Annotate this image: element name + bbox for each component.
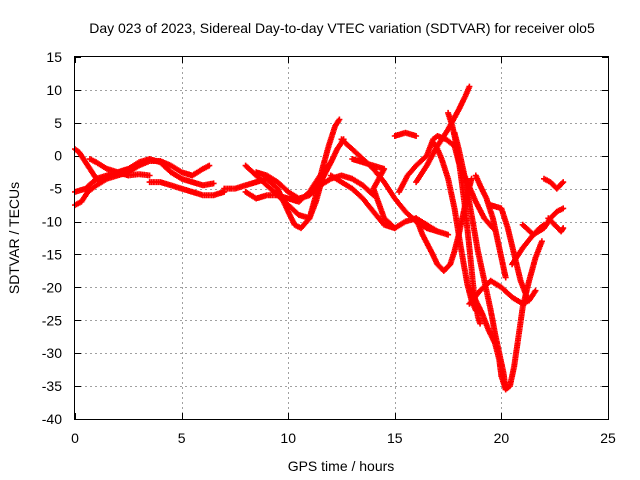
y-tick-label: -15 bbox=[42, 246, 62, 262]
series-track-14 bbox=[391, 129, 420, 139]
data-point-plus bbox=[538, 238, 545, 245]
x-axis-label: GPS time / hours bbox=[288, 458, 395, 474]
series-track-26 bbox=[509, 221, 547, 268]
x-tick-label: 25 bbox=[600, 430, 616, 446]
series-track-19 bbox=[451, 129, 509, 393]
series-track-21 bbox=[466, 284, 505, 380]
x-tick-label: 15 bbox=[387, 430, 403, 446]
grid bbox=[75, 57, 608, 419]
data-point-plus bbox=[466, 83, 473, 90]
y-tick-label: -30 bbox=[42, 345, 62, 361]
x-tick-label: 5 bbox=[178, 430, 186, 446]
series-track-28 bbox=[545, 215, 567, 235]
data-point-plus bbox=[560, 179, 567, 186]
plot-frame bbox=[74, 56, 609, 420]
data-point-plus bbox=[524, 294, 530, 301]
series-track-12 bbox=[349, 156, 398, 232]
data-point-plus bbox=[502, 274, 509, 281]
y-tick-label: -25 bbox=[42, 312, 62, 328]
series-track-3 bbox=[72, 146, 104, 186]
data-point-plus bbox=[97, 179, 104, 186]
data-point-plus bbox=[391, 225, 398, 232]
data-point-plus bbox=[434, 228, 441, 235]
data-point-plus bbox=[559, 180, 566, 187]
y-tick-label: -5 bbox=[50, 181, 63, 197]
x-tick-label: 0 bbox=[71, 430, 79, 446]
data-point-plus bbox=[477, 320, 484, 327]
data-point-plus bbox=[532, 287, 539, 294]
series-track-5 bbox=[146, 179, 228, 199]
y-tick-label: 5 bbox=[54, 115, 62, 131]
data-point-plus bbox=[445, 231, 452, 238]
y-axis-label: SDTVAR / TECUs bbox=[6, 182, 22, 294]
y-tick-label: -20 bbox=[42, 279, 62, 295]
series-track-23 bbox=[498, 238, 545, 393]
y-tick-label: -10 bbox=[42, 214, 62, 230]
y-tick-labels: 15 10 5 0 -5 -10 -15 -20 -25 -30 -35 -40 bbox=[42, 49, 62, 427]
x-tick-label: 10 bbox=[280, 430, 296, 446]
series-track-27 bbox=[541, 175, 567, 192]
data-point-plus bbox=[468, 175, 475, 182]
data-point-plus bbox=[210, 180, 217, 187]
chart-title: Day 023 of 2023, Sidereal Day-to-day VTE… bbox=[89, 20, 595, 36]
data-point-plus bbox=[390, 224, 397, 230]
x-tick-labels: 0 5 10 15 20 25 bbox=[71, 430, 616, 446]
data-point-plus bbox=[560, 205, 567, 212]
data-point-plus bbox=[541, 221, 547, 228]
data-point-plus bbox=[327, 159, 334, 166]
data-point-plus bbox=[336, 116, 343, 123]
y-tick-label: 15 bbox=[46, 49, 62, 65]
y-tick-label: -40 bbox=[42, 411, 62, 427]
y-tick-label: 0 bbox=[54, 148, 62, 164]
data-marks bbox=[72, 83, 567, 393]
y-tick-label: -35 bbox=[42, 378, 62, 394]
data-point-plus bbox=[206, 162, 213, 169]
data-point-plus bbox=[560, 225, 567, 232]
y-tick-label: 10 bbox=[46, 82, 62, 98]
data-point-plus bbox=[146, 172, 153, 179]
data-point-plus bbox=[413, 133, 420, 139]
x-tick-label: 20 bbox=[494, 430, 510, 446]
series-track-4 bbox=[86, 156, 153, 179]
